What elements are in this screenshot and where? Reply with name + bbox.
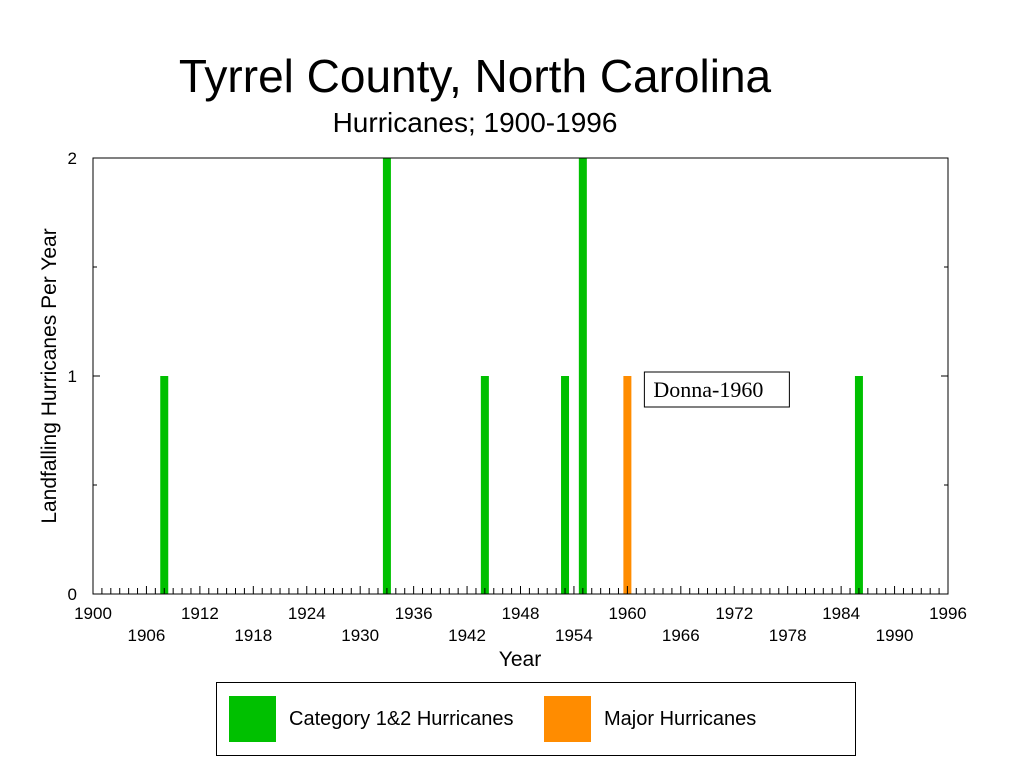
bar-category-1-2-1933 — [382, 158, 391, 594]
x-tick-label-1930: 1930 — [341, 626, 379, 645]
y-tick-label-1: 1 — [68, 367, 77, 386]
x-tick-label-1906: 1906 — [128, 626, 166, 645]
bar-major-1960 — [623, 376, 632, 594]
bar-category-1-2-1944 — [480, 376, 489, 594]
x-tick-label-1948: 1948 — [502, 604, 540, 623]
y-tick-label-0: 0 — [68, 585, 77, 604]
x-tick-label-1960: 1960 — [608, 604, 646, 623]
x-tick-label-1966: 1966 — [662, 626, 700, 645]
legend-item-category-1-2: Category 1&2 Hurricanes — [229, 696, 514, 742]
bar-category-1-2-1986 — [854, 376, 863, 594]
legend-label-major: Major Hurricanes — [604, 707, 757, 730]
x-tick-label-1912: 1912 — [181, 604, 219, 623]
x-tick-label-1942: 1942 — [448, 626, 486, 645]
legend-item-major: Major Hurricanes — [544, 696, 756, 742]
x-tick-label-1900: 1900 — [74, 604, 112, 623]
x-tick-label-1972: 1972 — [715, 604, 753, 623]
legend-label-category-1-2: Category 1&2 Hurricanes — [289, 707, 514, 730]
x-axis-label: Year — [499, 648, 541, 671]
y-tick-label-2: 2 — [68, 149, 77, 168]
chart-subtitle: Hurricanes; 1900-1996 — [332, 107, 618, 138]
annotation-text-0: Donna-1960 — [653, 377, 763, 402]
plot-area — [93, 158, 948, 594]
y-axis-label: Landfalling Hurricanes Per Year — [38, 228, 61, 523]
x-tick-label-1924: 1924 — [288, 604, 326, 623]
bar-category-1-2-1953 — [561, 376, 570, 594]
legend: Category 1&2 Hurricanes Major Hurricanes — [216, 682, 856, 756]
annotation-box-0 — [643, 371, 790, 408]
x-tick-label-1978: 1978 — [769, 626, 807, 645]
legend-swatch-category-1-2 — [229, 696, 276, 742]
x-tick-label-1936: 1936 — [395, 604, 433, 623]
chart-title: Tyrrel County, North Carolina — [178, 50, 772, 102]
x-tick-label-1990: 1990 — [876, 626, 914, 645]
bars-layer — [160, 158, 863, 594]
x-tick-label-1996: 1996 — [929, 604, 967, 623]
x-tick-label-1918: 1918 — [234, 626, 272, 645]
annotation-layer: Donna-1960 — [643, 371, 790, 408]
legend-swatch-major — [544, 696, 591, 742]
x-tick-label-1984: 1984 — [822, 604, 860, 623]
axes-layer: 1900 1912 1924 1936 1948 1960 1972 1984 1996 1906… — [68, 149, 967, 645]
bar-category-1-2-1955 — [578, 158, 587, 594]
bar-category-1-2-1908 — [160, 376, 169, 594]
x-tick-label-1954: 1954 — [555, 626, 593, 645]
